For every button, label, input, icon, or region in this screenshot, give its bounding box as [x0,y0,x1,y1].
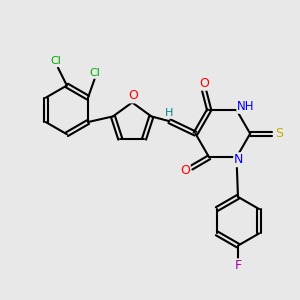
Text: Cl: Cl [90,68,101,78]
Text: O: O [180,164,190,177]
Text: NH: NH [237,100,255,113]
Text: F: F [234,259,242,272]
Text: O: O [128,89,138,102]
Text: O: O [199,77,209,90]
Text: N: N [234,153,244,166]
Text: H: H [164,108,173,118]
Text: Cl: Cl [50,56,61,66]
Text: S: S [275,127,283,140]
